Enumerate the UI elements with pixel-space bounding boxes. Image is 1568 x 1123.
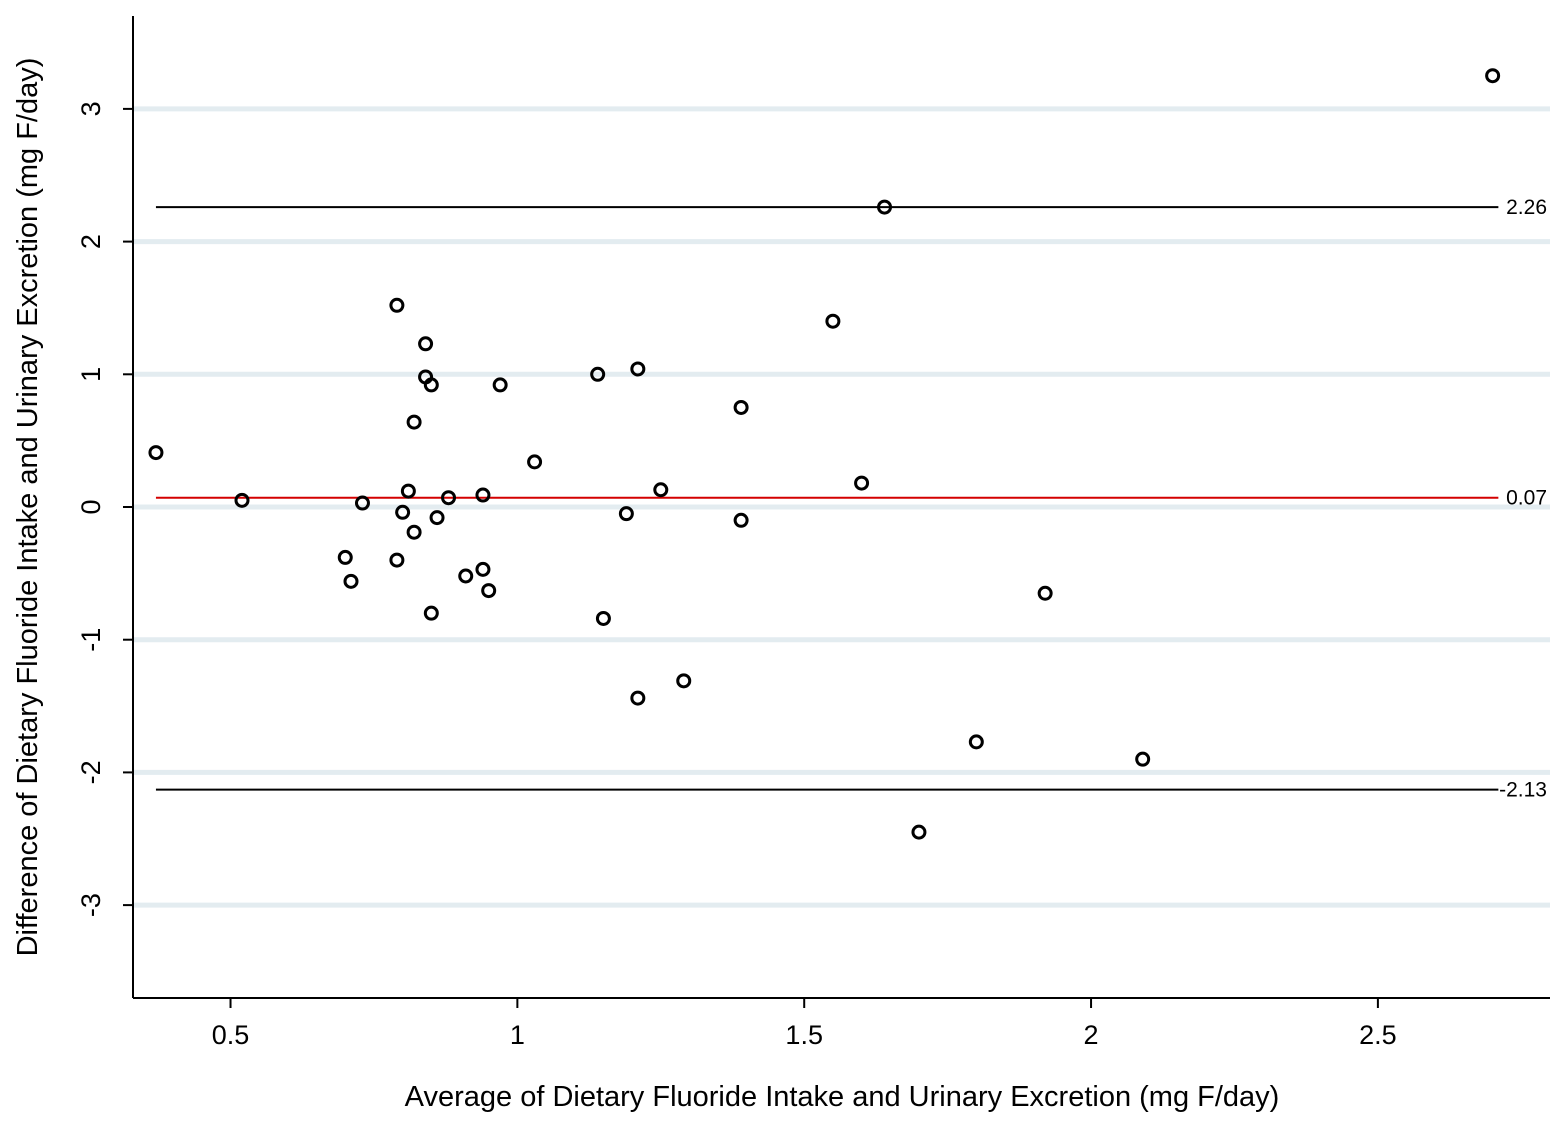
- data-point: [406, 414, 422, 430]
- data-point: [354, 495, 370, 511]
- data-point: [527, 454, 543, 470]
- data-point: [825, 313, 841, 329]
- data-point: [481, 583, 497, 599]
- data-point: [877, 199, 893, 215]
- y-axis-title: Difference of Dietary Fluoride Intake an…: [12, 58, 44, 957]
- x-tick-label: 0.5: [212, 1020, 250, 1050]
- data-points: [148, 68, 1501, 840]
- data-point: [429, 510, 445, 526]
- gridlines: [134, 106, 1550, 908]
- data-point: [1135, 751, 1151, 767]
- y-tick-label: -2: [76, 760, 106, 784]
- data-point: [630, 690, 646, 706]
- data-point: [968, 734, 984, 750]
- reference-line-label: 0.07: [1506, 487, 1547, 510]
- data-point: [395, 504, 411, 520]
- reference-line-label: 2.26: [1506, 196, 1547, 219]
- data-point: [406, 524, 422, 540]
- data-point: [400, 483, 416, 499]
- data-point: [911, 824, 927, 840]
- data-point: [337, 549, 353, 565]
- data-point: [234, 492, 250, 508]
- data-point: [492, 377, 508, 393]
- data-point: [418, 336, 434, 352]
- y-tick-label: -1: [76, 628, 106, 652]
- data-point: [618, 506, 634, 522]
- data-point: [733, 512, 749, 528]
- x-tick-label: 1.5: [785, 1020, 823, 1050]
- x-tick-label: 2: [1084, 1020, 1099, 1050]
- data-point: [423, 605, 439, 621]
- x-axis-title: Average of Dietary Fluoride Intake and U…: [405, 1081, 1280, 1113]
- y-tick-label: -3: [76, 893, 106, 917]
- data-point: [595, 610, 611, 626]
- y-tick-label: 3: [76, 101, 106, 116]
- data-point: [475, 561, 491, 577]
- x-tick-label: 2.5: [1359, 1020, 1397, 1050]
- data-point: [630, 361, 646, 377]
- data-point: [389, 297, 405, 313]
- data-point: [458, 568, 474, 584]
- data-point: [653, 482, 669, 498]
- data-point: [854, 475, 870, 491]
- y-tick-label: 1: [76, 367, 106, 382]
- data-point: [1037, 585, 1053, 601]
- y-tick-label: 0: [76, 499, 106, 514]
- data-point: [441, 490, 457, 506]
- reference-lines: 2.26 0.07 -2.13: [155, 196, 1547, 802]
- x-tick-label: 1: [510, 1020, 525, 1050]
- data-point: [590, 366, 606, 382]
- data-point: [343, 573, 359, 589]
- data-point: [1485, 68, 1501, 84]
- data-point: [676, 673, 692, 689]
- data-point: [475, 487, 491, 503]
- data-point: [733, 399, 749, 415]
- reference-line-label: -2.13: [1499, 779, 1547, 802]
- data-point: [148, 445, 164, 461]
- data-point: [389, 552, 405, 568]
- data-point: [423, 377, 439, 393]
- ticks: 3 2 1 0 -1 -2 -3 0.5 1 1.5 2 2.5: [76, 101, 1397, 1050]
- y-tick-label: 2: [76, 234, 106, 249]
